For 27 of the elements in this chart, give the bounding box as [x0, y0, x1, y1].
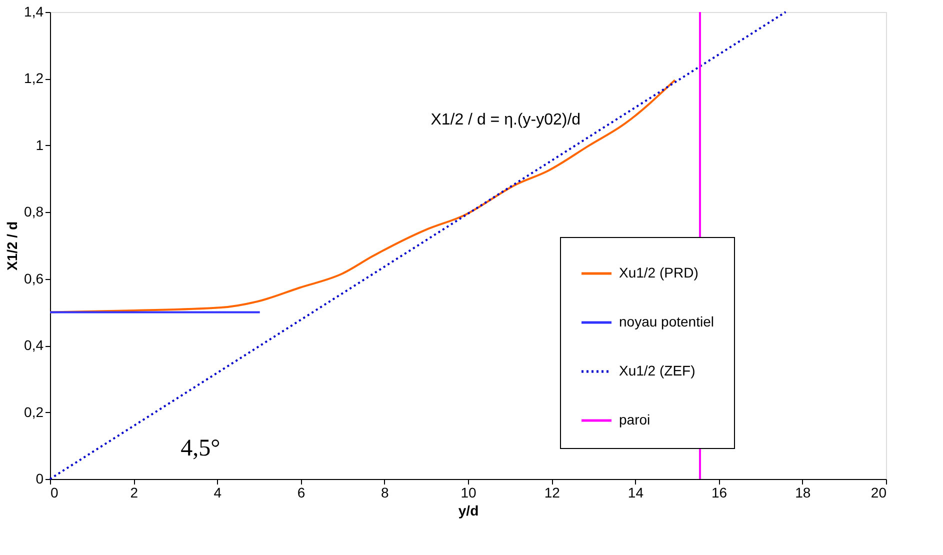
y-tick-label: 0,2: [24, 404, 44, 420]
x-tick-label: 0: [50, 484, 58, 500]
legend-label: paroi: [619, 412, 650, 428]
x-axis-title: y/d: [458, 502, 479, 518]
y-tick-label: 0: [36, 470, 44, 486]
x-tick-label: 16: [712, 484, 728, 500]
x-tick-label: 18: [795, 484, 811, 500]
y-tick-label: 0,6: [24, 270, 44, 286]
y-tick-label: 1: [36, 136, 44, 153]
y-tick-label: 0,8: [24, 204, 44, 220]
x-tick-label: 12: [544, 484, 560, 500]
legend-label: noyau potentiel: [619, 314, 714, 330]
x-tick-label: 14: [628, 484, 644, 500]
y-tick-label: 0,4: [24, 337, 44, 354]
x-tick-label: 10: [460, 484, 476, 500]
x-tick-label: 20: [870, 484, 887, 500]
annotation: X1/2 / d = η.(y-y02)/d: [430, 111, 581, 128]
legend-label: Xu1/2 (PRD): [619, 264, 698, 280]
y-tick-label: 1,2: [24, 70, 44, 86]
y-axis-title: X1/2 / d: [4, 221, 20, 271]
x-tick-label: 8: [381, 484, 389, 500]
x-tick-label: 6: [297, 484, 306, 500]
legend-label: Xu1/2 (ZEF): [619, 362, 696, 378]
annotation: 4,5°: [180, 436, 220, 462]
x-tick-label: 2: [130, 484, 138, 500]
y-tick-label: 1,4: [24, 4, 44, 20]
x-tick-label: 4: [214, 484, 222, 500]
